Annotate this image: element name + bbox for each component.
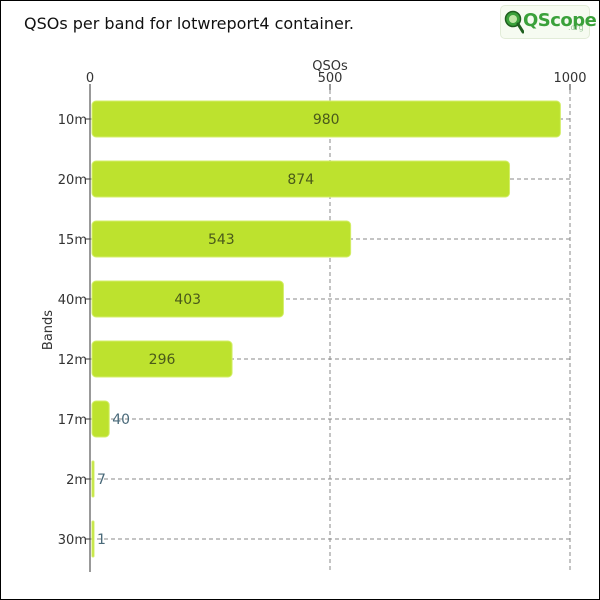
- bar: [91, 340, 233, 378]
- bar: [91, 160, 511, 198]
- bar: [91, 280, 284, 318]
- data-label: 874: [287, 172, 314, 188]
- category-label: 20m: [58, 173, 87, 188]
- category-label: 10m: [58, 113, 87, 128]
- bar: [91, 520, 95, 558]
- data-label: 40: [112, 412, 130, 428]
- category-label: 2m: [66, 473, 87, 488]
- magnifier-icon: [504, 10, 524, 34]
- bar: [91, 220, 352, 258]
- bar: [91, 400, 110, 438]
- x-axis-title: QSOs: [312, 59, 348, 74]
- category-label: 40m: [58, 293, 87, 308]
- data-label: 7: [97, 472, 106, 488]
- data-label: 980: [313, 112, 340, 128]
- qscope-logo[interactable]: QScope .org: [500, 5, 597, 39]
- category-label: 12m: [58, 353, 87, 368]
- category-label: 15m: [58, 233, 87, 248]
- category-label: 30m: [58, 533, 87, 548]
- x-tick-label: 0: [86, 71, 94, 86]
- bar: [91, 100, 561, 138]
- logo-suffix: .org: [568, 23, 584, 32]
- bar: [91, 460, 95, 498]
- category-label: 17m: [58, 413, 87, 428]
- logo-text: QScope: [523, 10, 597, 31]
- y-axis-title: Bands: [41, 310, 56, 350]
- data-label: 296: [149, 352, 176, 368]
- data-label: 1: [97, 532, 106, 548]
- x-tick-label: 500: [318, 71, 343, 86]
- data-label: 403: [174, 292, 201, 308]
- x-tick-label: 1000: [553, 71, 586, 86]
- data-label: 543: [208, 232, 235, 248]
- chart-title: QSOs per band for lotwreport4 container.: [24, 14, 355, 33]
